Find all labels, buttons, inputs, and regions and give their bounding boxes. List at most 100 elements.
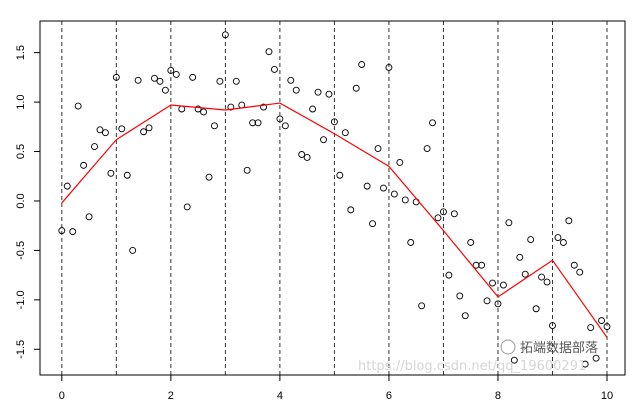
- y-tick-label: -1.5: [15, 340, 27, 359]
- data-point: [156, 77, 164, 85]
- data-point: [363, 182, 371, 190]
- data-point: [483, 297, 491, 305]
- data-point: [167, 66, 175, 74]
- data-point: [91, 143, 98, 151]
- plot-box: [39, 20, 626, 376]
- data-point: [347, 206, 355, 214]
- data-point: [461, 312, 469, 320]
- knot-lines: [61, 21, 608, 375]
- data-point: [161, 86, 169, 94]
- data-point: [374, 145, 382, 153]
- data-point: [385, 64, 393, 71]
- data-point: [581, 360, 589, 368]
- data-point: [80, 161, 88, 169]
- y-tick-label: 0.0: [15, 193, 27, 208]
- data-point: [216, 77, 224, 85]
- data-point: [456, 292, 464, 300]
- data-point: [221, 31, 229, 39]
- data-point: [330, 118, 338, 126]
- data-point: [532, 305, 540, 313]
- data-point: [352, 84, 360, 92]
- data-point: [336, 171, 344, 179]
- y-tick-label: -0.5: [15, 241, 27, 260]
- data-point: [429, 119, 436, 127]
- data-point: [63, 182, 71, 190]
- data-point: [390, 190, 398, 198]
- x-tick-label: 10: [601, 390, 613, 402]
- data-point: [189, 73, 197, 81]
- data-point: [243, 166, 251, 174]
- data-point: [227, 103, 235, 111]
- data-point: [183, 203, 191, 211]
- data-point: [380, 184, 387, 192]
- data-point: [303, 154, 311, 161]
- wechat-logo-icon: [500, 339, 516, 355]
- data-point: [565, 217, 573, 225]
- data-point: [439, 208, 447, 216]
- x-tick-label: 2: [168, 390, 174, 402]
- data-point: [270, 66, 278, 73]
- data-point: [505, 219, 513, 227]
- data-point: [510, 356, 518, 364]
- data-point: [287, 76, 295, 84]
- data-point: [592, 354, 600, 362]
- data-point: [118, 125, 126, 133]
- data-point: [418, 302, 426, 310]
- data-point: [211, 122, 218, 130]
- data-point: [145, 124, 153, 132]
- data-point: [292, 86, 300, 94]
- data-point: [543, 278, 551, 286]
- data-point: [559, 239, 567, 246]
- data-point: [494, 300, 502, 308]
- x-tick-label: 0: [59, 390, 65, 402]
- data-point: [423, 145, 431, 153]
- fit-lines: [61, 102, 608, 338]
- data-point: [587, 324, 595, 331]
- data-point: [325, 90, 333, 98]
- data-point: [341, 129, 349, 137]
- data-point: [538, 273, 546, 281]
- data-point: [260, 103, 267, 111]
- data-point: [434, 214, 442, 222]
- data-point: [576, 268, 584, 276]
- y-tick-label: 1.5: [15, 45, 27, 60]
- data-point: [123, 171, 131, 179]
- data-point: [396, 158, 404, 166]
- data-point: [450, 210, 458, 218]
- data-point: [172, 70, 180, 78]
- data-point: [521, 270, 529, 278]
- x-axis: 0 2 4 6 8 10: [59, 374, 613, 402]
- data-point: [232, 77, 240, 85]
- y-axis: -1.5 -1.0 -0.5 0.0 0.5 1.0 1.5: [15, 45, 41, 359]
- data-point: [205, 173, 213, 181]
- data-point: [134, 76, 142, 84]
- data-point: [200, 108, 208, 116]
- data-point: [570, 261, 578, 269]
- data-point: [369, 220, 377, 228]
- data-point: [265, 48, 273, 56]
- data-point: [401, 196, 409, 204]
- data-point: [320, 136, 327, 144]
- data-point: [516, 253, 524, 261]
- data-point: [101, 129, 109, 137]
- y-tick-label: 1.0: [15, 94, 27, 109]
- data-point: [298, 151, 306, 158]
- data-point: [96, 126, 104, 134]
- fit-line: [61, 102, 608, 338]
- data-point: [178, 105, 186, 113]
- data-point: [445, 271, 453, 279]
- data-point: [467, 239, 475, 246]
- data-point: [249, 119, 257, 127]
- data-point: [478, 261, 486, 269]
- watermark-url: https://blog.csdn.net/qq_19600291: [358, 359, 586, 374]
- watermark-brand: 拓端数据部落: [520, 341, 598, 356]
- data-point: [151, 74, 158, 82]
- data-point: [527, 236, 535, 243]
- data-point: [489, 279, 496, 287]
- data-point: [358, 61, 366, 68]
- data-point: [472, 261, 480, 269]
- data-point: [254, 119, 262, 127]
- data-point: [549, 322, 556, 330]
- scatter-points: [58, 31, 611, 368]
